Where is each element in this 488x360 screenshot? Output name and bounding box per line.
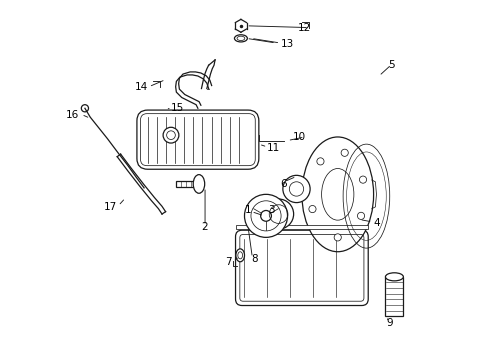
Circle shape (163, 127, 179, 143)
Text: 16: 16 (66, 111, 80, 121)
Bar (235, 225, 367, 229)
Ellipse shape (235, 249, 244, 262)
Ellipse shape (234, 35, 247, 42)
Text: 13: 13 (280, 39, 293, 49)
Text: 15: 15 (171, 103, 184, 113)
Ellipse shape (193, 175, 204, 193)
Text: 9: 9 (386, 319, 392, 328)
Circle shape (357, 212, 364, 220)
Text: 8: 8 (251, 254, 258, 264)
Circle shape (359, 176, 366, 183)
Text: 17: 17 (104, 202, 117, 212)
Text: 10: 10 (292, 132, 305, 142)
Text: 1: 1 (244, 206, 251, 216)
Text: 12: 12 (297, 23, 310, 33)
Text: 4: 4 (373, 218, 380, 228)
Text: 7: 7 (225, 257, 231, 267)
Text: 11: 11 (266, 143, 280, 153)
FancyBboxPatch shape (137, 110, 258, 169)
Ellipse shape (301, 137, 373, 252)
Text: 3: 3 (267, 206, 274, 216)
Circle shape (316, 158, 324, 165)
Circle shape (282, 175, 309, 203)
Bar (385, 277, 403, 316)
Bar (176, 181, 196, 187)
Circle shape (341, 149, 347, 156)
Circle shape (333, 234, 341, 241)
Text: 5: 5 (387, 60, 394, 70)
Circle shape (308, 206, 315, 213)
Circle shape (263, 199, 293, 229)
Ellipse shape (385, 273, 403, 281)
Text: 2: 2 (202, 222, 208, 231)
Text: 14: 14 (134, 82, 147, 92)
FancyBboxPatch shape (235, 230, 367, 306)
Circle shape (244, 194, 287, 237)
Text: 6: 6 (280, 179, 286, 189)
